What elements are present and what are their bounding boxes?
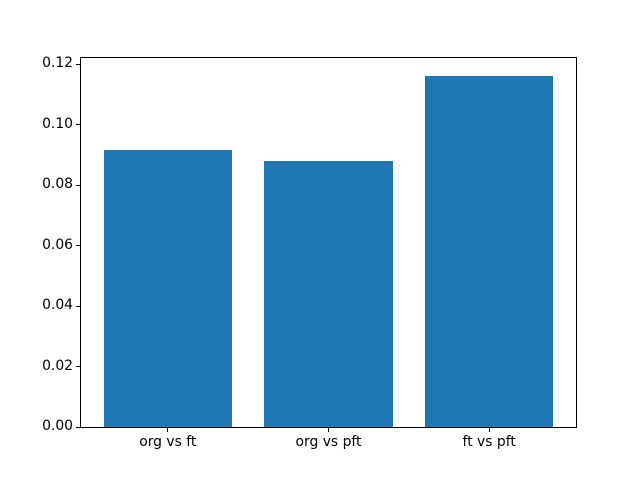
x-tick-mark (328, 428, 329, 432)
y-tick-label: 0.00 (42, 418, 73, 435)
bar-ft-vs-pft (424, 75, 554, 427)
y-tick-mark (76, 305, 80, 307)
y-tick-mark (76, 124, 80, 126)
y-tick-label: 0.10 (42, 115, 73, 132)
y-tick-label: 0.04 (42, 297, 73, 314)
y-tick-mark (76, 366, 80, 367)
x-tick-mark (488, 428, 490, 432)
y-tick-label: 0.02 (42, 357, 73, 374)
y-tick-mark (76, 245, 80, 247)
y-tick-mark (76, 426, 80, 428)
bar-org-vs-pft (264, 160, 393, 427)
y-tick-mark (76, 63, 80, 65)
x-tick-mark (167, 428, 169, 432)
bar-org-vs-ft (103, 149, 233, 427)
plot-area: 0.00 0.02 0.04 0.06 0.08 0.10 0.12 org vs ft or… (42, 56, 577, 449)
y-tick-mark (76, 184, 80, 186)
x-tick-label: org vs ft (139, 434, 197, 450)
y-tick-label: 0.06 (42, 236, 73, 253)
y-tick-label: 0.08 (42, 176, 73, 193)
x-tick-label: ft vs pft (462, 434, 516, 450)
y-tick-label: 0.12 (42, 55, 73, 72)
x-tick-label: org vs pft (295, 434, 362, 450)
